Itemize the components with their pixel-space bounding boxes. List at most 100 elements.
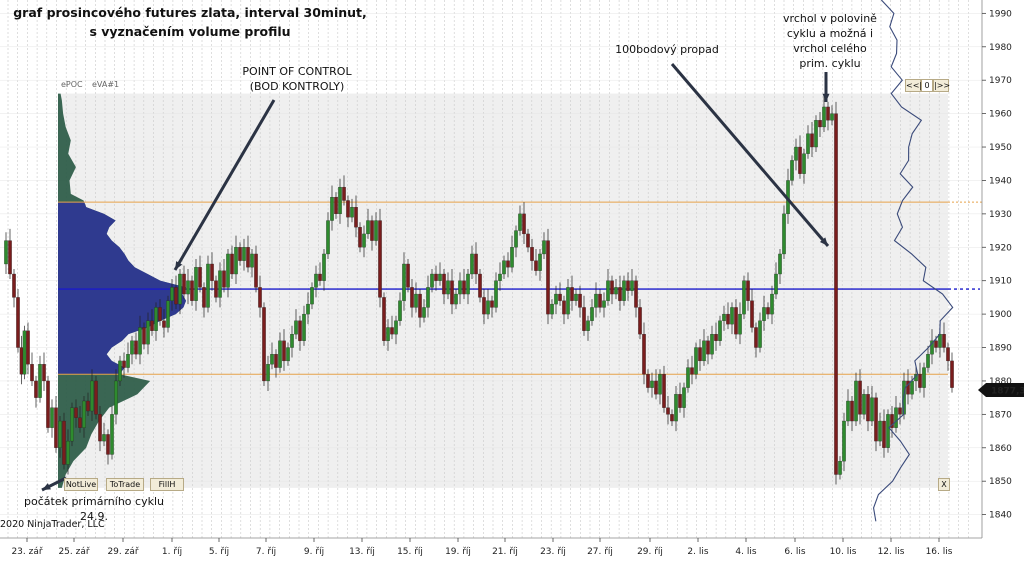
candle-body <box>730 307 734 325</box>
candle-body <box>370 220 374 241</box>
candle-body <box>602 300 606 308</box>
candle-body <box>182 273 186 295</box>
candle-body <box>670 414 674 422</box>
candle-body <box>342 186 346 201</box>
candle-body <box>266 364 270 382</box>
candle-body <box>278 340 282 368</box>
price-tick-label: 1860 <box>989 444 1012 454</box>
candle-body <box>686 367 690 388</box>
nav-left-button[interactable]: <<| <box>905 79 923 92</box>
price-tick-label: 1880 <box>989 377 1012 387</box>
candle-body <box>134 340 138 355</box>
candle-body <box>386 327 390 341</box>
candle-body <box>114 380 118 415</box>
candle-body <box>19 347 24 375</box>
notlive-button[interactable]: NotLive <box>64 478 98 491</box>
candle-body <box>374 220 378 241</box>
candle-body <box>30 364 34 382</box>
nav-right-button[interactable]: |>> <box>933 79 951 92</box>
candle-body <box>210 263 214 281</box>
candle-body <box>242 247 246 261</box>
candle-body <box>646 374 650 388</box>
candle-body <box>190 280 194 301</box>
candle-body <box>930 340 934 355</box>
candle-body <box>838 460 842 475</box>
candle-body <box>482 297 486 315</box>
candle-body <box>682 387 686 408</box>
drop-arrow <box>670 63 830 247</box>
candle-body <box>846 400 850 422</box>
candle-body <box>218 270 222 298</box>
candle-body <box>414 293 418 308</box>
candle-body <box>814 120 818 148</box>
candle-body <box>826 106 830 121</box>
candle-body <box>94 380 98 415</box>
candle-body <box>782 213 786 255</box>
price-tick-label: 1970 <box>989 76 1012 86</box>
candle-body <box>442 273 446 295</box>
candle-body <box>16 297 20 348</box>
candle-body <box>454 293 458 305</box>
nav-value[interactable]: 0 <box>921 79 933 92</box>
candle-body <box>318 273 322 281</box>
candle-body <box>562 300 566 315</box>
price-tick-label: 1850 <box>989 477 1012 487</box>
candle-body <box>98 414 102 442</box>
candle-body <box>934 340 938 348</box>
candle-body <box>822 106 826 128</box>
candle-body <box>546 240 550 315</box>
candle-body <box>702 340 706 362</box>
candle-body <box>474 253 478 275</box>
candle-body <box>154 307 158 331</box>
candle-body <box>466 273 470 295</box>
candle-body <box>498 273 502 281</box>
candle-body <box>402 263 406 301</box>
candle-body <box>742 280 746 315</box>
candle-body <box>338 186 342 215</box>
candle-body <box>322 253 326 281</box>
candle-body <box>862 394 866 415</box>
candle-body <box>694 347 698 375</box>
candle-body <box>506 260 510 268</box>
drop-annotation: 100bodový propad <box>615 43 719 56</box>
candle-body <box>4 240 8 265</box>
candle-body <box>262 307 266 382</box>
candle-body <box>770 293 774 315</box>
candle-body <box>238 247 242 261</box>
candle-body <box>750 300 754 328</box>
last-price-label: 1877,3 <box>991 386 1024 396</box>
candle-body <box>854 380 858 422</box>
time-tick-label: 13. říj <box>349 547 375 557</box>
candle-body <box>698 347 702 362</box>
candle-body <box>158 307 162 321</box>
candle-body <box>122 360 126 368</box>
candle-body <box>106 434 110 455</box>
candle-body <box>674 394 678 422</box>
candle-body <box>166 300 170 328</box>
candle-body <box>570 287 574 301</box>
close-profile-button[interactable]: X <box>938 478 950 491</box>
time-tick-label: 10. lis <box>830 547 857 557</box>
candle-body <box>286 347 290 362</box>
candle-body <box>538 253 542 271</box>
fillh-button[interactable]: FillH <box>150 478 184 491</box>
candle-body <box>830 113 834 121</box>
candle-body <box>138 327 142 355</box>
candle-body <box>662 374 666 408</box>
candle-body <box>406 263 410 288</box>
price-axis: 1840 1850 1860 1870 1880 1890 1900 1910 1920 1930… <box>978 0 1024 538</box>
candle-body <box>638 307 642 335</box>
top-arrow-head <box>822 93 830 102</box>
candle-body <box>942 334 946 348</box>
candle-body <box>766 307 770 315</box>
candle-body <box>794 146 798 161</box>
candle-body <box>290 334 294 348</box>
candle-body <box>314 273 318 288</box>
candle-body <box>678 394 682 408</box>
candle-body <box>722 313 726 321</box>
time-tick-label: 7. říj <box>256 547 276 557</box>
candle-body <box>462 280 466 295</box>
volume-profile-value-area <box>58 202 186 375</box>
candle-body <box>26 330 30 365</box>
totrade-button[interactable]: ToTrade <box>106 478 144 491</box>
